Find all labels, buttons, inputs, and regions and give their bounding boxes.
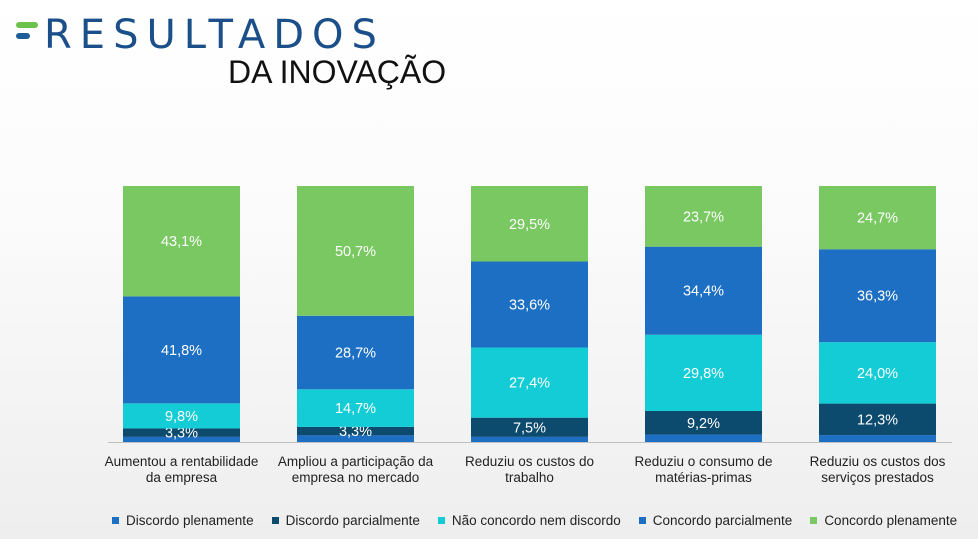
legend-swatch [271,517,279,524]
legend-label: Concordo plenamente [824,513,958,528]
legend-label: Discordo parcialmente [285,513,420,528]
legend-label: Não concordo nem discordo [451,513,621,528]
bar-segment [123,428,240,437]
bar-segment [123,186,240,297]
legend-swatch [437,517,445,524]
data-label: 33,6% [509,298,550,314]
bar-segment [471,261,588,348]
bar-segment [123,436,240,442]
logo-mark [16,22,38,46]
bar-segment [819,403,936,436]
bar-segment [297,389,414,427]
data-label: 3,3% [339,424,372,440]
legend-item: Concordo plenamente [810,513,957,528]
category-label: Reduziu os custos dos [810,454,946,469]
legend-swatch [112,517,119,524]
bar-segment [297,186,414,316]
data-label: 23,7% [683,209,724,225]
data-label: 9,8% [165,409,198,425]
category-label: Reduziu os custos do [465,454,594,469]
category-label: matérias-primas [655,470,752,485]
bar-segment [645,411,762,435]
legend-label: Discordo plenamente [126,513,254,528]
category-label: trabalho [505,470,554,485]
data-label: 24,0% [857,366,898,382]
data-label: 43,1% [161,234,202,250]
page-title: RESULTADOS [44,12,385,58]
data-label: 34,4% [683,284,724,300]
bar-segment [645,334,762,412]
category-label: serviços prestados [821,470,934,485]
category-label: Ampliou a participação da [278,454,434,469]
bar-segment [471,186,588,262]
bar-segment [297,426,414,436]
data-label: 12,3% [857,412,898,428]
category-label: Reduziu o consumo de [634,454,772,469]
bar-segment [645,246,762,335]
legend-item: Concordo parcialmente [638,513,793,528]
bar-segment [645,434,762,442]
data-label: 36,3% [857,289,898,305]
page-subtitle: DA INOVAÇÃO [228,54,447,90]
bar-segment [645,186,762,247]
bar-segment [123,403,240,429]
bar-segment [471,436,588,442]
bar-segment [297,315,414,390]
bar-segment [819,342,936,404]
data-label: 41,8% [161,343,202,359]
chart-legend: Discordo plenamente Discordo parcialmente… [112,513,975,528]
category-label: da empresa [146,470,218,485]
data-label: 7,5% [513,420,546,436]
bar-segment [819,249,936,343]
bar-segment [471,417,588,437]
legend-swatch [810,517,818,524]
data-label: 50,7% [335,244,376,260]
bar-segment [819,186,936,250]
logo-green-bar [16,22,38,28]
data-label: 14,7% [335,401,376,417]
data-label: 27,4% [509,376,550,392]
category-label: empresa no mercado [292,470,420,485]
data-label: 28,7% [335,346,376,362]
legend-item: Discordo parcialmente [271,513,420,528]
data-label: 9,2% [687,416,720,432]
bar-segment [297,435,414,442]
data-label: 24,7% [857,211,898,227]
legend-label: Concordo parcialmente [652,513,793,528]
data-label: 29,5% [509,217,550,233]
legend-item: Não concordo nem discordo [437,513,621,528]
data-label: 29,8% [683,366,724,382]
logo-blue-bar [16,33,30,39]
data-label: 3,3% [165,426,198,442]
legend-swatch [638,517,646,524]
bar-segment [123,296,240,404]
bar-segment [471,347,588,418]
category-label: Aumentou a rentabilidade [105,454,259,469]
legend-item: Discordo plenamente [112,513,254,528]
bar-segment [819,435,936,442]
